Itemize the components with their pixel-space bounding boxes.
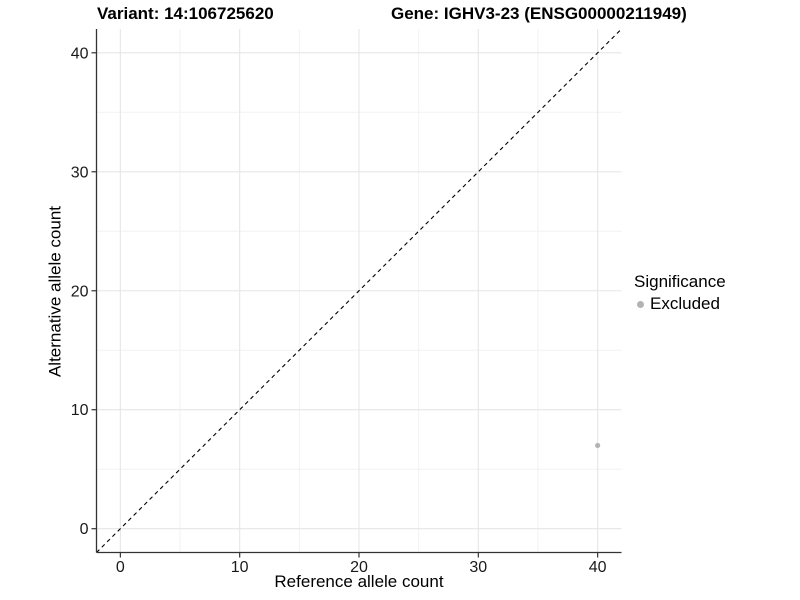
- legend-item-excluded: Excluded: [634, 294, 726, 314]
- x-tick-label: 30: [469, 559, 487, 576]
- y-tick-label: 20: [71, 283, 89, 300]
- y-axis-title: Alternative allele count: [45, 205, 65, 378]
- legend: Significance Excluded: [634, 271, 726, 314]
- x-axis-title: Reference allele count: [274, 572, 444, 591]
- plot-title-variant: Variant: 14:106725620: [97, 4, 274, 23]
- y-tick-label: 40: [71, 45, 89, 62]
- x-tick-label: 20: [350, 559, 368, 576]
- data-point: [595, 442, 601, 449]
- identity-dashed-line: [96, 28, 622, 553]
- x-tick-label: 0: [116, 559, 125, 576]
- legend-item-label: Excluded: [650, 294, 720, 313]
- y-tick-label: 0: [80, 521, 89, 538]
- y-tick-label: 30: [71, 164, 89, 181]
- legend-title: Significance: [634, 272, 726, 291]
- y-tick-label: 10: [71, 402, 89, 419]
- legend-key-dot-icon: [637, 300, 644, 308]
- x-tick-label: 10: [231, 559, 249, 576]
- plot-title-gene: Gene: IGHV3-23 (ENSG00000211949): [391, 4, 687, 23]
- x-tick-label: 40: [589, 559, 607, 576]
